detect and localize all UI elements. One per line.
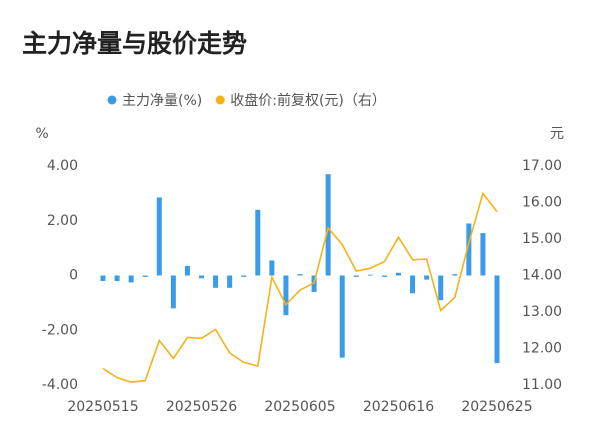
y2-tick-label: 13.00 [522,304,562,320]
bar [269,260,275,276]
bar [241,275,247,277]
bar [128,275,134,283]
legend-label: 收盘价:前复权(元)（右） [230,92,386,109]
y2-tick-label: 17.00 [522,158,562,174]
bar [466,223,472,276]
bar [438,275,444,301]
bar [184,265,190,276]
y2-axis-unit: 元 [550,126,564,142]
y2-tick-label: 15.00 [522,231,562,247]
legend-marker [215,95,225,105]
bar [142,275,148,277]
price-line [102,191,498,383]
bar [381,275,387,277]
x-tick-label: 20250605 [264,399,335,415]
bar [325,174,331,276]
bar [255,209,261,276]
bar [114,275,120,281]
bar [424,275,430,280]
bar [297,274,303,276]
bar [213,275,219,288]
bar [452,274,458,276]
bar [396,272,401,276]
legend-marker [107,95,117,105]
bar [283,275,289,316]
bar [367,274,373,276]
bar [410,275,416,294]
legend-label: 主力净量(%) [122,93,202,109]
x-tick-label: 20250526 [166,399,237,415]
bar [353,275,359,277]
y2-tick-label: 16.00 [522,195,562,211]
y-tick-label: 4.00 [47,158,78,174]
x-tick-label: 20250625 [461,399,532,415]
y-tick-label: -4.00 [42,377,78,393]
y2-tick-label: 11.00 [522,377,562,393]
bar [199,275,204,279]
y-tick-label: 0 [69,268,78,284]
chart-title: 主力净量与股价走势 [22,29,247,58]
bar [494,275,500,364]
y-axis-unit: % [35,126,48,142]
y-tick-label: -2.00 [42,322,78,338]
bar [480,233,486,276]
x-tick-label: 20250515 [67,399,138,415]
bar [170,275,176,309]
bar [227,275,233,288]
bar [339,275,345,358]
y2-tick-label: 12.00 [522,341,562,357]
x-tick-label: 20250616 [363,399,434,415]
y2-tick-label: 14.00 [522,268,562,284]
y-tick-label: 2.00 [47,213,78,229]
bar [100,275,106,281]
bar [156,197,162,276]
